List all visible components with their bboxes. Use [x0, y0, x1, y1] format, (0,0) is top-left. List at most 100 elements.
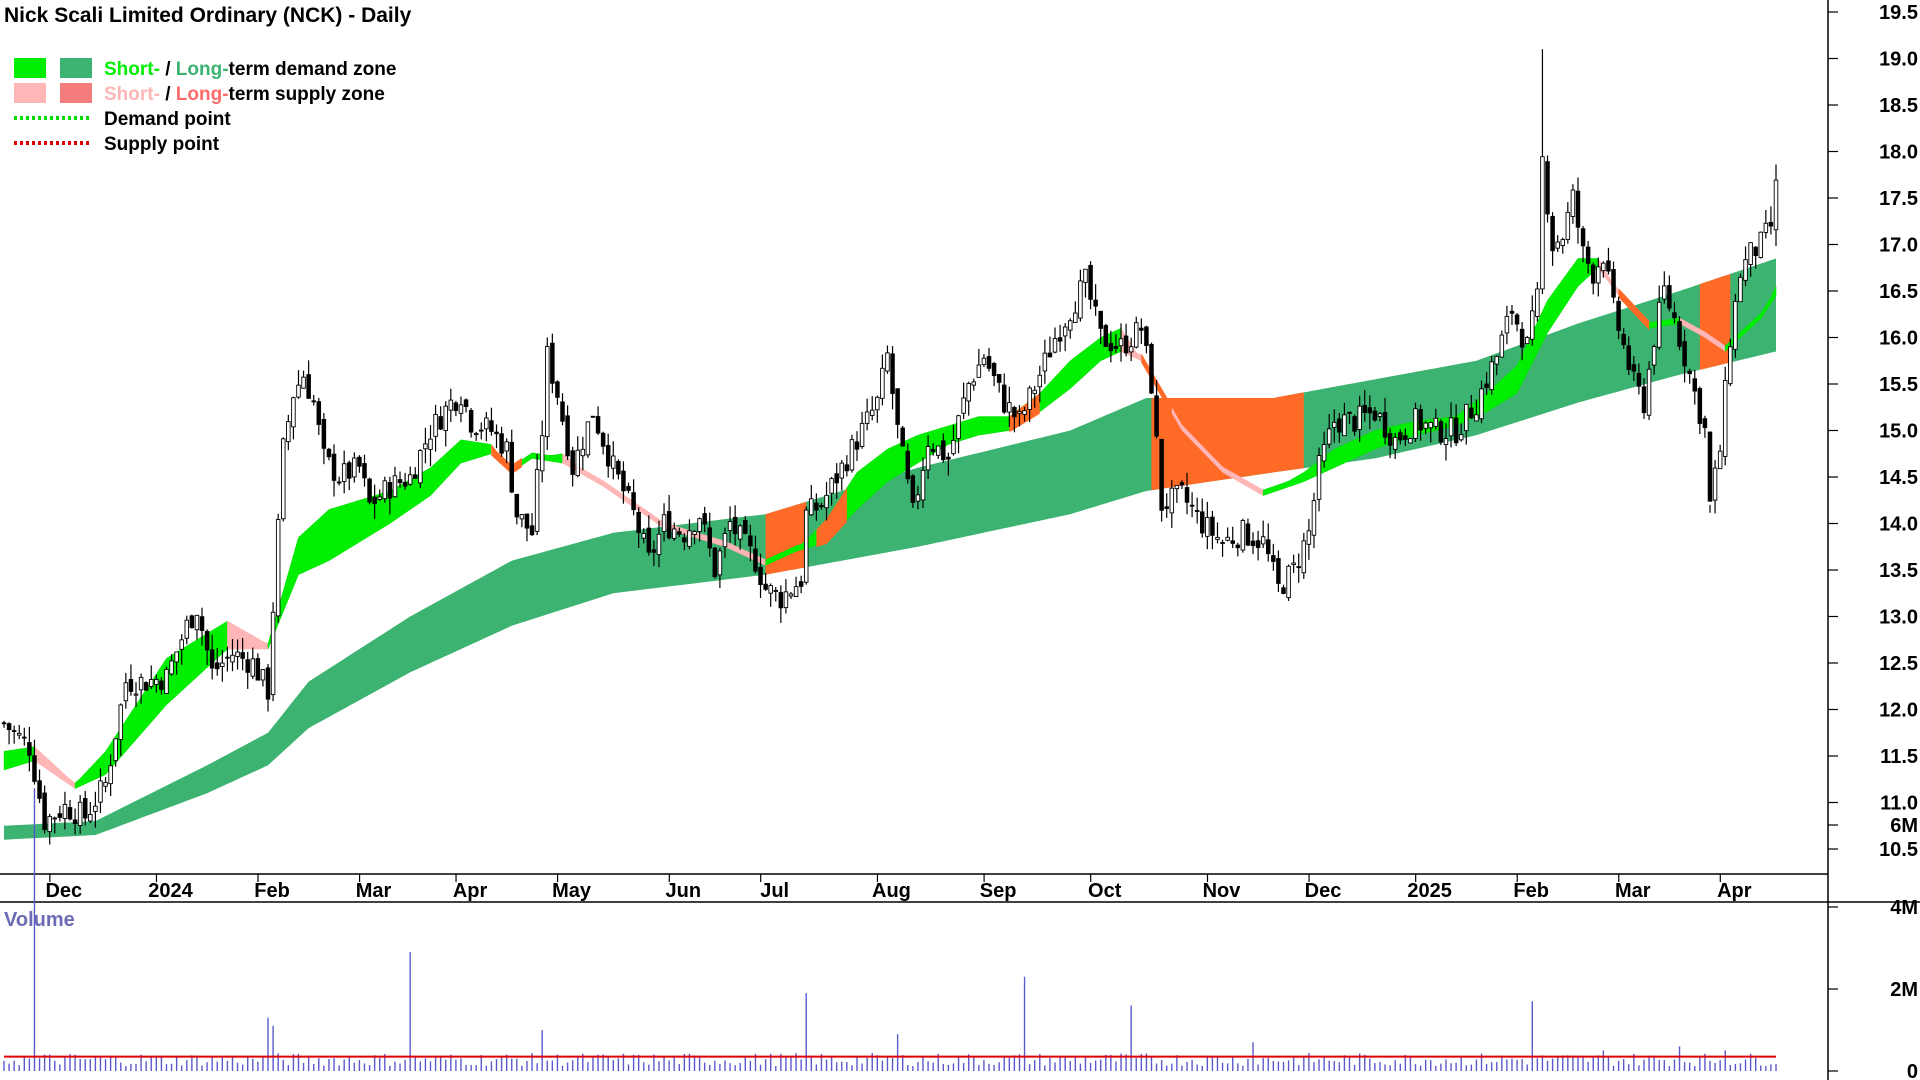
- candle: [27, 726, 32, 772]
- candle: [6, 722, 12, 745]
- candle: [468, 408, 474, 438]
- candle: [1250, 532, 1256, 555]
- candle: [1606, 247, 1611, 275]
- candle: [1433, 408, 1439, 430]
- candle: [1067, 318, 1073, 339]
- candle: [707, 512, 713, 557]
- candle: [900, 425, 905, 447]
- candle: [1367, 395, 1373, 430]
- candle: [1154, 380, 1159, 439]
- volume-tick-label: 6M: [1890, 815, 1918, 837]
- candle: [1590, 262, 1596, 295]
- candle: [809, 484, 814, 516]
- candle: [341, 450, 347, 494]
- legend-entry: Supply point: [14, 134, 220, 155]
- legend-entry: Demand point: [14, 109, 231, 130]
- candle: [458, 396, 464, 423]
- candle: [966, 381, 971, 416]
- legend-label: Short- / Long-term supply zone: [104, 84, 385, 105]
- candle: [1728, 338, 1733, 387]
- candle: [1758, 231, 1764, 259]
- candle: [1535, 281, 1540, 322]
- candle: [184, 615, 190, 645]
- candle: [413, 467, 418, 479]
- candle: [1205, 501, 1210, 550]
- candle: [67, 800, 73, 821]
- legend-swatch-long: [60, 83, 92, 103]
- candle: [128, 664, 134, 696]
- candle: [1352, 414, 1357, 436]
- candle: [1550, 212, 1555, 266]
- candle: [641, 528, 646, 544]
- candle: [798, 575, 804, 594]
- candle: [1118, 323, 1124, 362]
- volume-label: Volume: [4, 909, 75, 931]
- candle: [1017, 405, 1022, 427]
- candle: [1677, 316, 1682, 351]
- candle: [372, 484, 377, 519]
- candle: [1286, 564, 1291, 602]
- candle: [611, 441, 616, 480]
- candle: [1291, 554, 1296, 574]
- candle: [666, 494, 672, 540]
- candle: [1596, 257, 1601, 297]
- candle: [479, 422, 484, 440]
- short-term-demand-zone-15: [1724, 286, 1777, 353]
- candle: [1601, 261, 1606, 278]
- candle: [209, 634, 215, 680]
- candle: [1438, 419, 1444, 446]
- candle: [646, 515, 652, 556]
- candle: [788, 592, 794, 600]
- candle: [1281, 584, 1286, 595]
- candle: [499, 426, 504, 457]
- candle: [154, 674, 159, 693]
- candle: [1073, 301, 1078, 323]
- long-term-supply-zone-1: [765, 501, 807, 575]
- candle: [1134, 316, 1139, 349]
- price-tick-label: 18.5: [1879, 95, 1918, 117]
- candle: [1453, 404, 1459, 447]
- candle: [392, 466, 398, 498]
- candle: [1083, 268, 1088, 298]
- date-tick-label: 2024: [148, 880, 193, 902]
- candle: [519, 514, 525, 528]
- candle: [722, 527, 728, 558]
- candle: [377, 489, 382, 501]
- volume-bars: [3, 788, 1777, 1071]
- candle: [1276, 550, 1281, 592]
- candle: [1235, 542, 1241, 557]
- legend-swatch-short: [14, 83, 46, 103]
- candle: [57, 805, 63, 822]
- candle: [407, 466, 413, 486]
- candle: [194, 614, 200, 640]
- candle: [814, 493, 819, 521]
- price-candles: [1, 49, 1779, 845]
- date-tick-label: Jun: [666, 880, 702, 902]
- candle: [636, 507, 641, 549]
- candle: [1103, 323, 1109, 347]
- candle: [1753, 246, 1758, 269]
- candle: [1570, 184, 1576, 224]
- candle: [230, 638, 235, 672]
- candle: [1001, 373, 1007, 414]
- candle: [1768, 206, 1774, 235]
- price-tick-label: 12.0: [1879, 700, 1918, 722]
- candle: [504, 438, 509, 464]
- candle: [270, 602, 276, 702]
- candle: [1139, 318, 1144, 344]
- candle: [570, 446, 575, 487]
- candle: [214, 648, 220, 676]
- candle: [616, 459, 621, 480]
- candle: [494, 424, 499, 449]
- candle: [103, 777, 108, 793]
- legend: Short- / Long-term demand zone Short- / L…: [14, 58, 396, 155]
- candle: [199, 607, 205, 646]
- candle: [1296, 553, 1301, 583]
- short-term-turn-zone-1: [491, 444, 522, 475]
- candle: [560, 393, 565, 426]
- candle: [859, 411, 865, 449]
- date-tick-label: Apr: [1717, 880, 1752, 902]
- candle: [1738, 273, 1743, 303]
- candle: [1078, 269, 1083, 322]
- candle: [1662, 271, 1667, 304]
